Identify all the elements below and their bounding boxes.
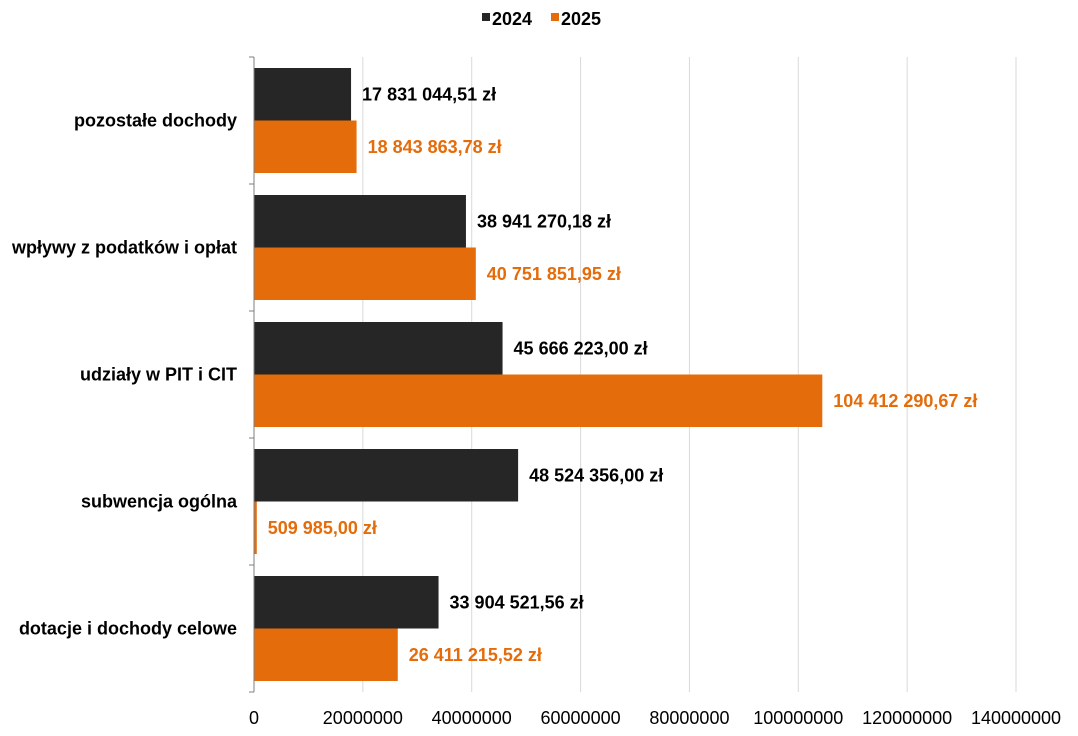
bar-2025 [254, 501, 257, 554]
x-tick-label: 40000000 [432, 708, 512, 728]
bar-2024 [254, 576, 439, 629]
legend-label: 2024 [492, 9, 532, 29]
bar-2024 [254, 195, 466, 248]
bar-2025 [254, 628, 398, 681]
legend-label: 2025 [561, 9, 601, 29]
data-label: 26 411 215,52 zł [409, 645, 542, 665]
category-label: pozostałe dochody [74, 111, 237, 131]
legend-swatch [482, 13, 490, 21]
data-label: 40 751 851,95 zł [487, 264, 621, 284]
category-label: subwencja ogólna [81, 492, 238, 512]
category-label: wpływy z podatków i opłat [11, 238, 237, 258]
data-label: 509 985,00 zł [268, 518, 377, 538]
data-label: 38 941 270,18 zł [477, 211, 611, 231]
labels: 0 20000000 40000000 60000000 80000000 1000000… [11, 84, 1061, 728]
x-tick-label: 20000000 [323, 708, 403, 728]
x-tick-label: 60000000 [541, 708, 621, 728]
bar-2024 [254, 68, 352, 121]
bar-2025 [254, 247, 476, 300]
axes [249, 56, 255, 693]
category-label: dotacje i dochody celowe [19, 619, 237, 639]
bar-2025 [254, 374, 823, 427]
data-label: 48 524 356,00 zł [529, 465, 663, 485]
bar-2025 [254, 120, 357, 173]
category-label: udziały w PIT i CIT [80, 365, 237, 385]
bar-2024 [254, 322, 503, 375]
legend: 2024 2025 [482, 9, 601, 29]
x-tick-label: 100000000 [753, 708, 843, 728]
bar-2024 [254, 449, 519, 502]
x-tick-label: 140000000 [971, 708, 1061, 728]
data-label: 18 843 863,78 zł [368, 137, 502, 157]
x-tick-label: 120000000 [862, 708, 952, 728]
data-label: 45 666 223,00 zł [514, 338, 648, 358]
data-label: 33 904 521,56 zł [450, 592, 584, 612]
legend-swatch [551, 13, 559, 21]
data-label: 17 831 044,51 zł [362, 84, 496, 104]
x-tick-label: 80000000 [649, 708, 729, 728]
x-tick-label: 0 [249, 708, 259, 728]
bars [254, 68, 823, 681]
data-label: 104 412 290,67 zł [833, 391, 977, 411]
